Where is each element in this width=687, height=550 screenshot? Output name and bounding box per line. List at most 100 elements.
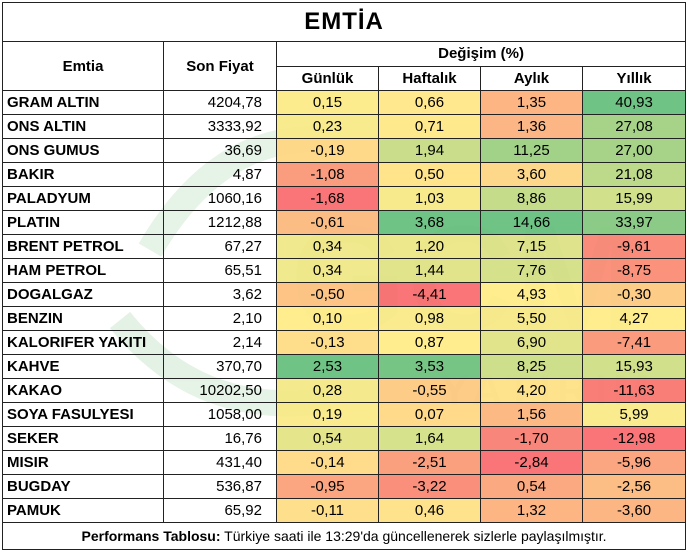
daily-change: 2,53 (276, 354, 379, 379)
last-price: 3,62 (163, 282, 277, 307)
yearly-change: -7,41 (581, 330, 687, 355)
monthly-change: 5,50 (480, 306, 583, 331)
daily-change: 0,34 (276, 234, 379, 259)
monthly-change: 1,32 (480, 498, 583, 523)
weekly-change: 1,64 (378, 426, 481, 451)
footer-text: Türkiye saati ile 13:29'da güncellenerek… (220, 528, 607, 544)
yearly-change: 27,00 (581, 138, 687, 163)
weekly-change: 1,44 (378, 258, 481, 283)
last-price: 4,87 (163, 162, 277, 187)
last-price: 2,10 (163, 306, 277, 331)
yearly-change: 5,99 (581, 402, 687, 427)
table-row: GRAM ALTIN 4204,78 0,15 0,66 1,35 40,93 (2, 90, 687, 115)
last-price: 1058,00 (163, 402, 277, 427)
last-price: 431,40 (163, 450, 277, 475)
monthly-change: 11,25 (480, 138, 583, 163)
monthly-change: 0,54 (480, 474, 583, 499)
header-degisim: Değişim (%) (275, 41, 687, 67)
daily-change: -1,68 (276, 186, 379, 211)
last-price: 67,27 (163, 234, 277, 259)
yearly-change: -0,30 (581, 282, 687, 307)
yearly-change: 27,08 (581, 114, 687, 139)
yearly-change: -12,98 (581, 426, 687, 451)
weekly-change: 0,50 (378, 162, 481, 187)
table-row: DOGALGAZ 3,62 -0,50 -4,41 4,93 -0,30 (2, 282, 687, 307)
table-row: ONS ALTIN 3333,92 0,23 0,71 1,36 27,08 (2, 114, 687, 139)
daily-change: 0,19 (276, 402, 379, 427)
last-price: 370,70 (163, 354, 277, 379)
daily-change: 0,28 (276, 378, 379, 403)
footer-label: Performans Tablosu: (81, 528, 221, 544)
yearly-change: 21,08 (581, 162, 687, 187)
commodity-name: DOGALGAZ (2, 282, 164, 307)
header-aylik: Aylık (480, 65, 583, 91)
last-price: 1060,16 (163, 186, 277, 211)
daily-change: 0,34 (276, 258, 379, 283)
monthly-change: 7,15 (480, 234, 583, 259)
table-row: MISIR 431,40 -0,14 -2,51 -2,84 -5,96 (2, 450, 687, 475)
daily-change: -0,13 (276, 330, 379, 355)
commodity-name: MISIR (2, 450, 164, 475)
last-price: 65,51 (163, 258, 277, 283)
table-row: PLATIN 1212,88 -0,61 3,68 14,66 33,97 (2, 210, 687, 235)
weekly-change: 0,07 (378, 402, 481, 427)
monthly-change: 4,93 (480, 282, 583, 307)
header-emtia: Emtia (2, 41, 164, 91)
commodity-name: BUGDAY (2, 474, 164, 499)
weekly-change: 1,20 (378, 234, 481, 259)
footer-note: Performans Tablosu: Türkiye saati ile 13… (1, 522, 687, 550)
daily-change: -0,61 (276, 210, 379, 235)
weekly-change: 0,87 (378, 330, 481, 355)
monthly-change: 1,36 (480, 114, 583, 139)
monthly-change: -2,84 (480, 450, 583, 475)
commodity-name: BRENT PETROL (2, 234, 164, 259)
yearly-change: -8,75 (581, 258, 687, 283)
commodity-name: PLATIN (2, 210, 164, 235)
table-body: GRAM ALTIN 4204,78 0,15 0,66 1,35 40,93 ONS AL… (2, 90, 687, 523)
monthly-change: 14,66 (480, 210, 583, 235)
monthly-change: 8,25 (480, 354, 583, 379)
yearly-change: -5,96 (581, 450, 687, 475)
table-row: HAM PETROL 65,51 0,34 1,44 7,76 -8,75 (2, 258, 687, 283)
table-title: EMTİA (1, 2, 687, 42)
daily-change: -0,19 (276, 138, 379, 163)
commodity-name: HAM PETROL (2, 258, 164, 283)
daily-change: -1,08 (276, 162, 379, 187)
weekly-change: 0,98 (378, 306, 481, 331)
monthly-change: 6,90 (480, 330, 583, 355)
last-price: 536,87 (163, 474, 277, 499)
table-row: BRENT PETROL 67,27 0,34 1,20 7,15 -9,61 (2, 234, 687, 259)
weekly-change: -0,55 (378, 378, 481, 403)
header-gunluk: Günlük (276, 65, 379, 91)
commodity-name: SEKER (2, 426, 164, 451)
commodity-name: BAKIR (2, 162, 164, 187)
commodity-name: GRAM ALTIN (2, 90, 164, 115)
last-price: 1212,88 (163, 210, 277, 235)
table-row: PAMUK 65,92 -0,11 0,46 1,32 -3,60 (2, 498, 687, 523)
commodity-name: KALORIFER YAKITI (2, 330, 164, 355)
daily-change: 0,15 (276, 90, 379, 115)
yearly-change: 4,27 (581, 306, 687, 331)
table-row: SEKER 16,76 0,54 1,64 -1,70 -12,98 (2, 426, 687, 451)
table-row: KALORIFER YAKITI 2,14 -0,13 0,87 6,90 -7,41 (2, 330, 687, 355)
weekly-change: 0,66 (378, 90, 481, 115)
last-price: 10202,50 (163, 378, 277, 403)
weekly-change: 1,94 (378, 138, 481, 163)
yearly-change: -9,61 (581, 234, 687, 259)
commodity-name: KAHVE (2, 354, 164, 379)
daily-change: -0,11 (276, 498, 379, 523)
table-row: KAKAO 10202,50 0,28 -0,55 4,20 -11,63 (2, 378, 687, 403)
table-row: SOYA FASULYESI 1058,00 0,19 0,07 1,56 5,99 (2, 402, 687, 427)
last-price: 4204,78 (163, 90, 277, 115)
yearly-change: 33,97 (581, 210, 687, 235)
yearly-change: 15,93 (581, 354, 687, 379)
commodity-name: ONS GUMUS (2, 138, 164, 163)
table-row: KAHVE 370,70 2,53 3,53 8,25 15,93 (2, 354, 687, 379)
monthly-change: 7,76 (480, 258, 583, 283)
yearly-change: -11,63 (581, 378, 687, 403)
table-row: BUGDAY 536,87 -0,95 -3,22 0,54 -2,56 (2, 474, 687, 499)
yearly-change: 15,99 (581, 186, 687, 211)
monthly-change: 1,56 (480, 402, 583, 427)
monthly-change: 1,35 (480, 90, 583, 115)
